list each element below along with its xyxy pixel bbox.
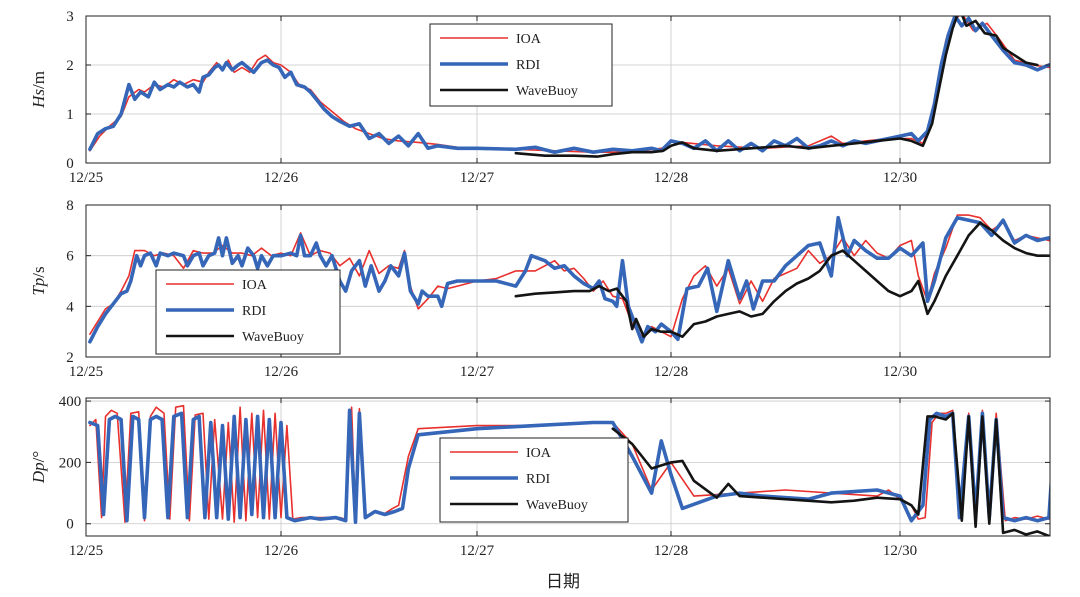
- tp-frame: [85, 204, 1051, 358]
- y-tick-label: 6: [66, 249, 74, 265]
- x-tick-label: 12/27: [460, 543, 495, 559]
- tp-legend: IOA RDI WaveBuoy: [155, 269, 341, 355]
- x-tick-label: 12/25: [69, 543, 103, 559]
- tp-series-rdi: [88, 215, 1050, 344]
- legend-label-rdi: RDI: [242, 304, 266, 319]
- tp-series-group: [88, 214, 1050, 344]
- hs-series-group: [88, 16, 1050, 158]
- x-tick-label: 12/26: [264, 543, 299, 559]
- legend-label-ioa: IOA: [516, 32, 542, 47]
- dp-panel: 0 200 400 12/25 12/26 12/27 12/28 12/30 Dp/° IOA R…: [29, 394, 1051, 559]
- x-tick-label: 12/28: [654, 543, 688, 559]
- y-label-quantity: Hs: [29, 89, 48, 109]
- x-tick-label: 12/25: [69, 170, 103, 186]
- legend-label-wavebuoy: WaveBuoy: [526, 498, 588, 513]
- x-tick-label: 12/30: [883, 364, 917, 380]
- y-tick-label: 400: [59, 394, 82, 410]
- y-tick-label: 8: [66, 198, 74, 214]
- y-tick-label: 200: [59, 455, 82, 471]
- x-tick-label: 12/30: [883, 170, 917, 186]
- dp-series-wavebuoy: [611, 411, 1050, 536]
- legend-label-rdi: RDI: [526, 472, 550, 487]
- x-tick-label: 12/25: [69, 364, 103, 380]
- y-tick-label: 2: [66, 58, 74, 74]
- y-tick-label: 3: [66, 9, 74, 25]
- legend-label-wavebuoy: WaveBuoy: [242, 330, 304, 345]
- x-tick-label: 12/30: [883, 543, 917, 559]
- x-tick-label: 12/27: [460, 364, 495, 380]
- y-label-quantity: Dp: [29, 462, 48, 484]
- y-tick-label: 0: [66, 517, 74, 533]
- legend-label-ioa: IOA: [526, 446, 552, 461]
- x-tick-label: 12/28: [654, 170, 688, 186]
- hs-panel: 0 1 2 3 12/25 12/26 12/27 12/28 12/30 Hs/m IOA RDI W…: [29, 9, 1051, 186]
- x-tick-label: 12/26: [264, 364, 299, 380]
- x-tick-label: 12/28: [654, 364, 688, 380]
- hs-series-wavebuoy: [514, 16, 1039, 158]
- legend-label-wavebuoy: WaveBuoy: [516, 84, 578, 99]
- y-tick-label: 2: [66, 350, 74, 366]
- dp-y-axis-label: Dp/°: [29, 451, 48, 484]
- dp-series-rdi: [88, 408, 1050, 525]
- y-label-quantity: Tp: [29, 278, 48, 296]
- hs-series-rdi: [88, 16, 1050, 154]
- legend-label-ioa: IOA: [242, 278, 268, 293]
- y-label-unit: /m: [29, 71, 48, 89]
- tp-series-wavebuoy: [514, 221, 1050, 339]
- x-tick-label: 12/26: [264, 170, 299, 186]
- hs-frame: [85, 15, 1051, 164]
- y-label-unit: /°: [29, 451, 48, 463]
- tp-y-axis-label: Tp/s: [29, 266, 48, 295]
- tp-panel: 2 4 6 8 12/25 12/26 12/27 12/28 12/30 Tp/s IOA RDI W…: [29, 198, 1051, 380]
- dp-series-group: [88, 404, 1050, 536]
- hs-y-axis-label: Hs/m: [29, 71, 48, 109]
- dp-frame: [85, 397, 1051, 537]
- legend-label-rdi: RDI: [516, 58, 540, 73]
- hs-legend: IOA RDI WaveBuoy: [429, 23, 613, 107]
- dp-legend: IOA RDI WaveBuoy: [439, 437, 629, 523]
- y-tick-label: 4: [66, 299, 74, 315]
- x-tick-label: 12/27: [460, 170, 495, 186]
- y-tick-label: 0: [66, 156, 74, 172]
- y-label-unit: /s: [29, 266, 48, 277]
- y-tick-label: 1: [66, 107, 74, 123]
- x-axis-title: 日期: [546, 572, 580, 592]
